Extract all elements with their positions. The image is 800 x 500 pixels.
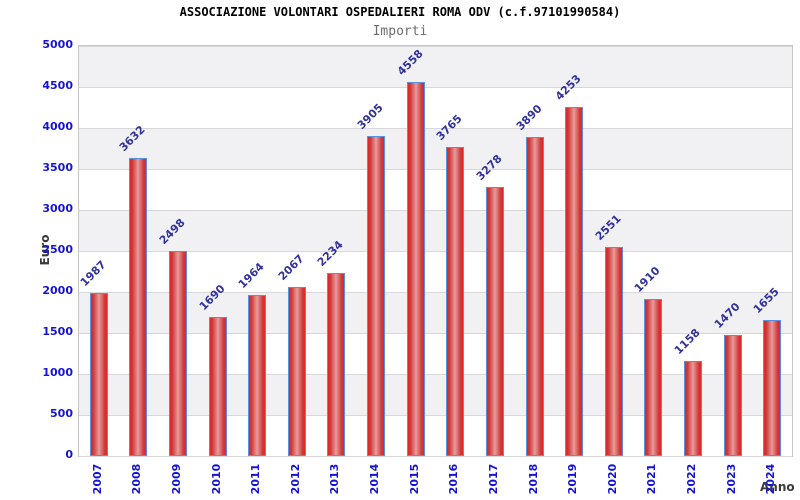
bar-2015 — [406, 82, 425, 456]
bar-2011 — [248, 294, 267, 456]
plot-band — [79, 46, 792, 87]
x-tick-label: 2010 — [209, 463, 223, 495]
x-axis-label: Anno — [760, 480, 795, 494]
x-tick-label: 2013 — [328, 463, 342, 495]
gridline — [79, 333, 792, 334]
x-tick-label: 2023 — [724, 463, 738, 495]
plot-band — [79, 292, 792, 333]
bar-2014 — [367, 135, 386, 456]
bar-2024 — [763, 320, 782, 456]
y-tick-label: 4000 — [42, 120, 73, 133]
y-tick-label: 2500 — [42, 243, 73, 256]
bar-2010 — [208, 317, 227, 456]
y-tick-label: 5000 — [42, 38, 73, 51]
x-tick-label: 2020 — [605, 463, 619, 495]
bar-2018 — [525, 137, 544, 456]
gridline — [79, 87, 792, 88]
bar-2013 — [327, 272, 346, 456]
y-tick-label: 3500 — [42, 161, 73, 174]
gridline — [79, 251, 792, 252]
bar-2008 — [129, 158, 148, 456]
plot-band — [79, 210, 792, 251]
bar-2022 — [683, 361, 702, 456]
x-tick-label: 2022 — [684, 463, 698, 495]
y-tick-label: 3000 — [42, 202, 73, 215]
plot-band — [79, 128, 792, 169]
chart-subtitle: Importi — [372, 24, 428, 39]
gridline — [79, 169, 792, 170]
x-tick-label: 2021 — [645, 463, 659, 495]
x-tick-label: 2017 — [486, 463, 500, 495]
bar-2023 — [723, 335, 742, 456]
x-tick-label: 2016 — [447, 463, 461, 495]
x-tick-label: 2024 — [764, 463, 778, 495]
x-tick-label: 2014 — [368, 463, 382, 495]
plot-area: 1987 3632 2498 1690 1964 2067 2234 3905 4558 3765… — [78, 45, 793, 457]
y-tick-label: 4500 — [42, 79, 73, 92]
y-tick-label: 500 — [50, 407, 73, 420]
gridline — [79, 292, 792, 293]
x-tick-label: 2011 — [249, 463, 263, 495]
bar-2012 — [287, 286, 306, 456]
y-tick-label: 0 — [65, 448, 73, 461]
gridline — [79, 415, 792, 416]
chart-title: ASSOCIAZIONE VOLONTARI OSPEDALIERI ROMA … — [179, 5, 621, 19]
bar-2009 — [169, 251, 188, 456]
gridline — [79, 456, 792, 457]
x-tick-label: 2008 — [130, 463, 144, 495]
bar-2020 — [604, 246, 623, 456]
plot-band — [79, 87, 792, 128]
x-tick-label: 2019 — [566, 463, 580, 495]
x-tick-label: 2015 — [407, 463, 421, 495]
gridline — [79, 374, 792, 375]
bar-2016 — [446, 147, 465, 456]
bar-2017 — [485, 187, 504, 456]
bar-2021 — [644, 299, 663, 456]
plot-band — [79, 169, 792, 210]
gridline — [79, 46, 792, 47]
y-tick-label: 2000 — [42, 284, 73, 297]
x-tick-label: 2012 — [288, 463, 302, 495]
gridline — [79, 128, 792, 129]
gridline — [79, 210, 792, 211]
x-tick-label: 2009 — [170, 463, 184, 495]
bar-2007 — [89, 293, 108, 456]
plot-band — [79, 374, 792, 415]
y-tick-label: 1500 — [42, 325, 73, 338]
x-tick-label: 2007 — [90, 463, 104, 495]
y-tick-label: 1000 — [42, 366, 73, 379]
x-tick-label: 2018 — [526, 463, 540, 495]
bar-2019 — [565, 107, 584, 456]
